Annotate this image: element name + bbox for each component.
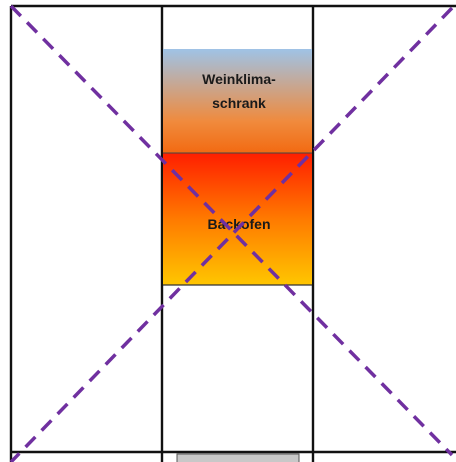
cross-line-diagonal-1 [9, 4, 454, 457]
cabinet-frame [9, 4, 456, 462]
cross-out-overlay [9, 4, 454, 462]
oven-compartment: Backofen [163, 153, 312, 285]
cross-line-diagonal-2 [9, 6, 454, 462]
oven-box [163, 153, 312, 285]
drawer-handle [176, 453, 300, 462]
wine-cooler-compartment: Weinklima- schrank [163, 49, 312, 153]
wine-cooler-box [163, 49, 312, 153]
wine-cooler-label-line-1: Weinklima- [202, 71, 276, 87]
wine-cooler-label-line-2: schrank [212, 95, 266, 111]
